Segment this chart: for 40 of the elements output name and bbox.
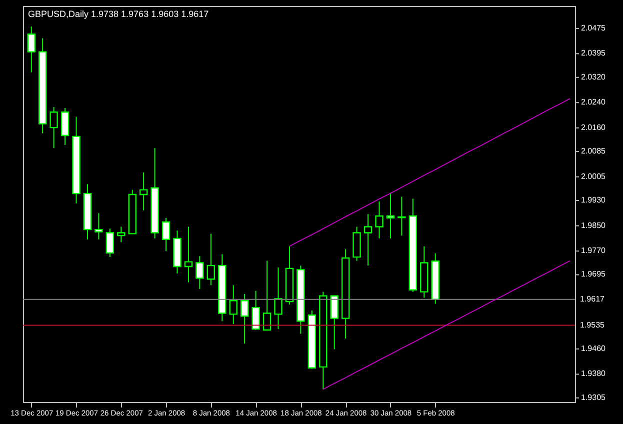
candlestick bbox=[364, 214, 372, 266]
candlestick bbox=[196, 256, 204, 290]
y-tick-label: 1.9695 bbox=[581, 270, 606, 279]
candlestick bbox=[139, 172, 148, 211]
y-tick-label: 1.9380 bbox=[581, 369, 606, 378]
y-tick-label: 2.0395 bbox=[581, 48, 606, 58]
ref-line-label: 1.9617 bbox=[580, 294, 606, 304]
y-tick-label: 1.9460 bbox=[581, 344, 606, 353]
candlestick bbox=[106, 228, 114, 258]
y-tick-label: 1.9850 bbox=[581, 220, 606, 230]
ref-line-label: 1.9535 bbox=[580, 320, 606, 330]
candlestick bbox=[229, 284, 238, 324]
candlestick bbox=[117, 226, 126, 243]
candlestick bbox=[330, 295, 338, 350]
candlestick bbox=[94, 212, 103, 240]
y-tick-label: 2.0085 bbox=[581, 146, 606, 156]
y-tick-label: 2.0475 bbox=[581, 23, 606, 32]
y-tick-label: 2.0240 bbox=[581, 98, 606, 107]
candlestick bbox=[162, 217, 170, 252]
candlestick bbox=[262, 260, 272, 331]
candlestick bbox=[240, 294, 249, 344]
y-tick-label: 1.9770 bbox=[581, 246, 606, 256]
candlestick bbox=[60, 108, 70, 146]
chart-title: GBPUSD,Daily 1.9738 1.9763 1.9603 1.9617 bbox=[28, 9, 209, 19]
y-tick-label: 2.0005 bbox=[581, 172, 606, 181]
y-tick-label: 2.0320 bbox=[581, 72, 606, 82]
candlestick bbox=[398, 196, 406, 236]
candlestick bbox=[252, 290, 260, 330]
candlestick bbox=[206, 233, 216, 286]
line-series bbox=[288, 98, 570, 247]
candlestick bbox=[274, 266, 282, 330]
y-tick-label: 1.9930 bbox=[581, 196, 606, 205]
candlestick bbox=[50, 106, 58, 149]
line-series bbox=[322, 260, 570, 390]
candlestick bbox=[184, 226, 193, 283]
candlestick bbox=[27, 26, 36, 73]
candlestick bbox=[386, 192, 395, 239]
candlestick bbox=[375, 200, 384, 239]
y-tick-label: 2.0160 bbox=[581, 122, 606, 132]
y-tick-label: 1.9305 bbox=[581, 392, 606, 402]
